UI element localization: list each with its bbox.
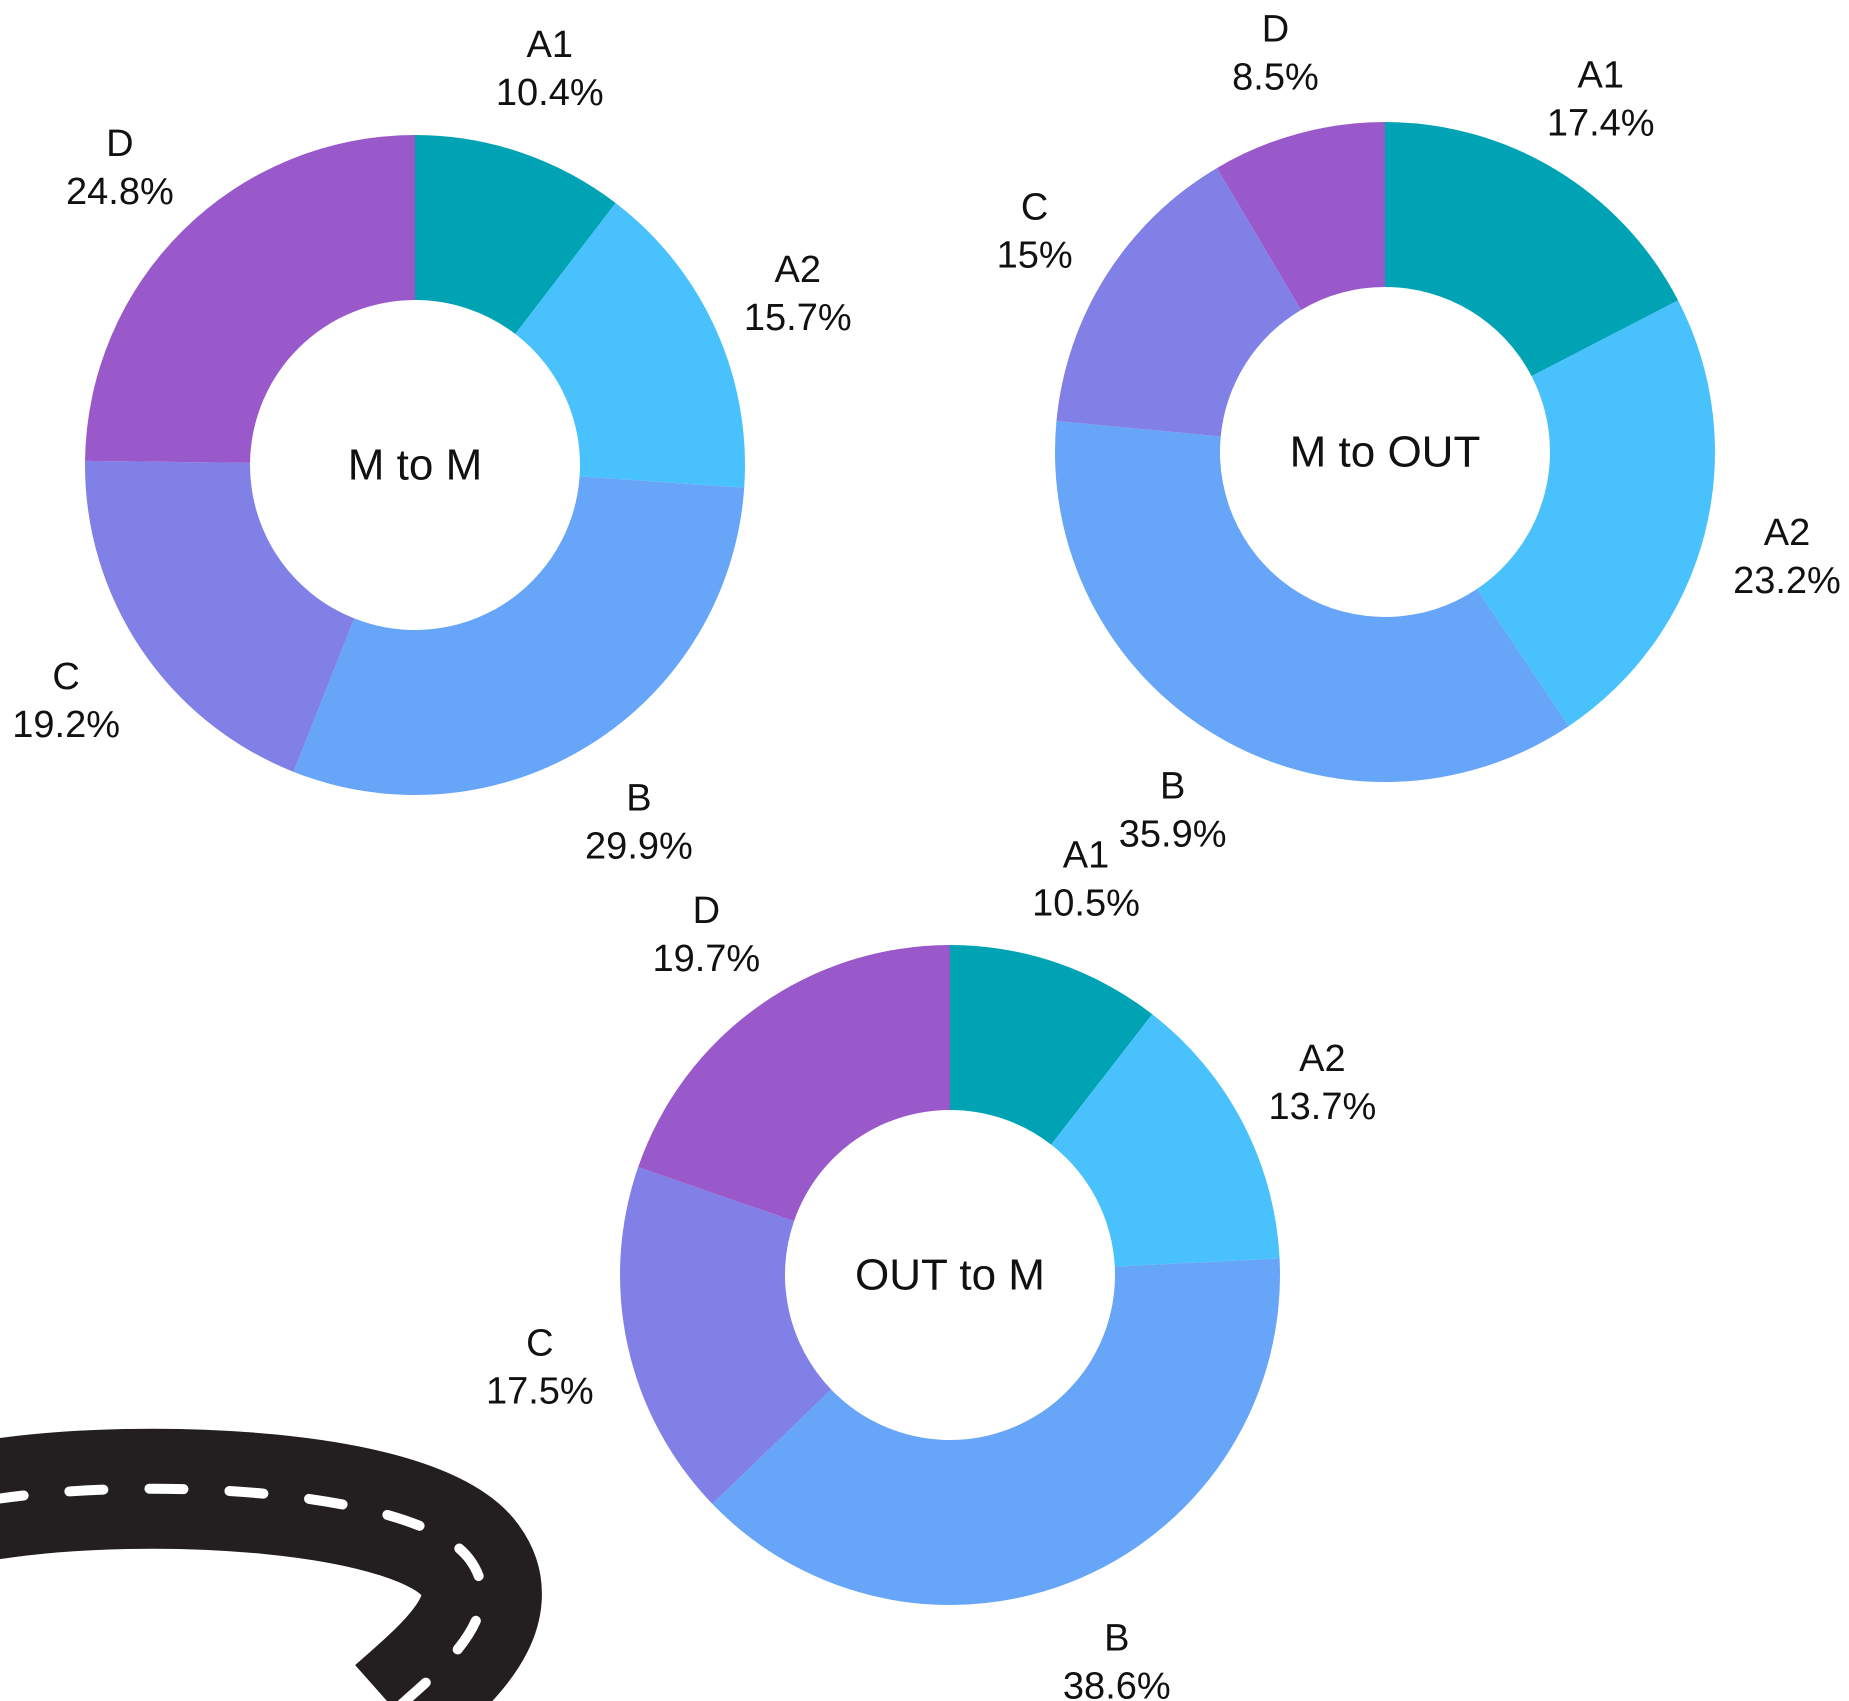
- donut-chart-m-to-out: A1 17.4% A2 23.2% B 35.9% C 15% D 8.5% M to OUT: [997, 9, 1841, 856]
- slice-label-a2: A2: [1299, 1038, 1345, 1080]
- slice-label-a2: A2: [775, 249, 821, 291]
- slice-value-b: 38.6%: [1063, 1665, 1171, 1701]
- slice-label-c: C: [526, 1322, 553, 1364]
- slice-label-c: C: [1021, 187, 1048, 229]
- slice-label-b: B: [1104, 1617, 1129, 1659]
- slice-value-d: 8.5%: [1232, 57, 1319, 99]
- slice-a1: [1385, 122, 1679, 377]
- slice-label-a1: A1: [527, 24, 573, 66]
- road-icon: [0, 1428, 542, 1701]
- slice-value-a2: 15.7%: [744, 297, 852, 339]
- slice-value-a2: 23.2%: [1733, 560, 1841, 602]
- slice-value-d: 24.8%: [66, 171, 174, 213]
- slice-label-b: B: [1160, 766, 1185, 808]
- slice-value-c: 19.2%: [12, 704, 120, 746]
- slice-value-c: 15%: [997, 235, 1073, 277]
- slice-value-a1: 10.5%: [1032, 883, 1140, 925]
- slice-c: [1056, 167, 1302, 437]
- slice-c: [620, 1167, 832, 1504]
- slice-d: [638, 945, 950, 1222]
- slice-a2: [1051, 1014, 1280, 1267]
- chart-center-title: M to M: [348, 441, 482, 490]
- slice-value-b: 35.9%: [1119, 814, 1227, 856]
- chart-center-title: OUT to M: [855, 1251, 1045, 1300]
- slice-value-a1: 10.4%: [496, 72, 604, 114]
- slice-a2: [1476, 300, 1715, 727]
- slice-d: [1217, 122, 1385, 310]
- slice-label-b: B: [626, 777, 651, 819]
- slice-a1: [950, 945, 1153, 1145]
- slice-label-d: D: [693, 890, 720, 932]
- slice-value-b: 29.9%: [585, 825, 693, 867]
- slice-a1: [415, 135, 616, 334]
- slice-value-d: 19.7%: [652, 938, 760, 980]
- slice-label-a1: A1: [1063, 835, 1109, 877]
- slice-b: [293, 476, 745, 795]
- slice-a2: [515, 202, 745, 488]
- slice-b: [712, 1258, 1281, 1606]
- slice-label-d: D: [106, 123, 133, 165]
- slice-label-a1: A1: [1577, 54, 1623, 96]
- slice-value-a1: 17.4%: [1547, 102, 1655, 144]
- donut-chart-out-to-m: A1 10.5% A2 13.7% B 38.6% C 17.5% D 19.7% OUT to M: [486, 835, 1376, 1701]
- chart-center-title: M to OUT: [1290, 428, 1481, 477]
- slice-label-c: C: [52, 656, 79, 698]
- slice-label-a2: A2: [1764, 512, 1810, 554]
- slice-c: [85, 460, 355, 772]
- donut-chart-m-to-m: A1 10.4% A2 15.7% B 29.9% C 19.2% D 24.8% M to M: [12, 24, 851, 867]
- slice-label-d: D: [1262, 9, 1289, 51]
- slice-value-c: 17.5%: [486, 1370, 594, 1412]
- slice-b: [1055, 420, 1569, 782]
- slice-d: [85, 135, 415, 463]
- slice-value-a2: 13.7%: [1269, 1086, 1377, 1128]
